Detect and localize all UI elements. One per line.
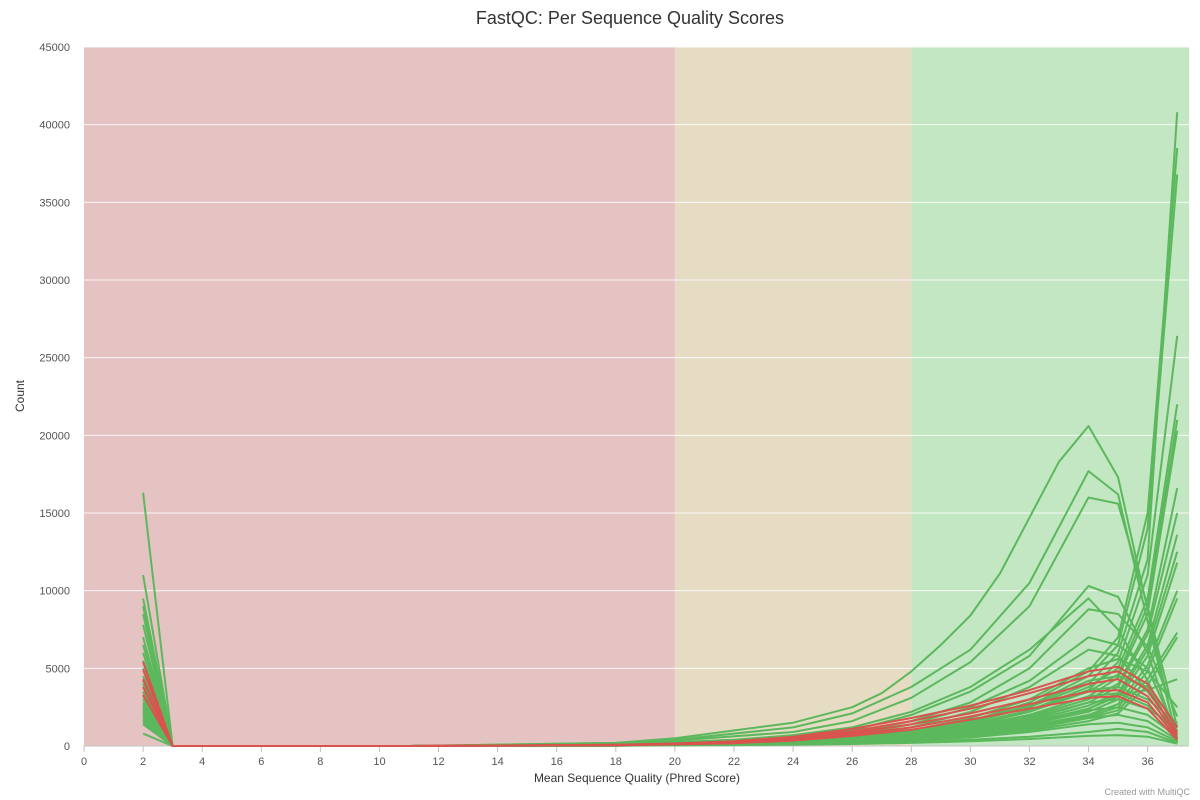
chart-title: FastQC: Per Sequence Quality Scores xyxy=(476,8,784,28)
y-tick-label: 20000 xyxy=(39,430,70,442)
y-tick-label: 25000 xyxy=(39,353,70,365)
x-tick-label: 14 xyxy=(492,756,504,768)
x-tick-label: 2 xyxy=(140,756,146,768)
y-axis-ticks: 0 5000 10000 15000 20000 25000 30000 35000 40000… xyxy=(39,42,70,753)
y-tick-label: 0 xyxy=(64,741,70,753)
credit-text[interactable]: Created with MultiQC xyxy=(1104,787,1190,797)
y-tick-label: 10000 xyxy=(39,586,70,598)
series-line-fail[interactable] xyxy=(142,694,1178,747)
y-tick-label: 35000 xyxy=(39,197,70,209)
y-tick-label: 5000 xyxy=(46,663,70,675)
band-1 xyxy=(674,47,912,746)
x-tick-label: 28 xyxy=(905,756,917,768)
x-tick-label: 18 xyxy=(610,756,622,768)
y-tick-label: 40000 xyxy=(39,120,70,132)
x-axis-ticks: 0 2 4 6 8 10 12 14 16 18 20 22 24 26 28 30 32 34 36 xyxy=(81,746,1154,768)
y-tick-label: 30000 xyxy=(39,275,70,287)
x-tick-label: 36 xyxy=(1142,756,1154,768)
grid-lines xyxy=(84,46,1189,669)
y-tick-label: 15000 xyxy=(39,508,70,520)
x-tick-label: 20 xyxy=(669,756,681,768)
y-tick-label: 45000 xyxy=(39,42,70,54)
x-tick-label: 10 xyxy=(373,756,385,768)
quality-bands xyxy=(84,47,1189,746)
band-2 xyxy=(911,47,1189,746)
x-tick-label: 16 xyxy=(551,756,563,768)
y-axis-label: Count xyxy=(13,379,27,412)
x-tick-label: 12 xyxy=(432,756,444,768)
x-tick-label: 6 xyxy=(258,756,264,768)
x-tick-label: 30 xyxy=(964,756,976,768)
x-tick-label: 24 xyxy=(787,756,799,768)
band-0 xyxy=(84,47,675,746)
x-tick-label: 34 xyxy=(1082,756,1094,768)
x-tick-label: 4 xyxy=(199,756,205,768)
x-tick-label: 26 xyxy=(846,756,858,768)
x-tick-label: 22 xyxy=(728,756,740,768)
x-axis-label: Mean Sequence Quality (Phred Score) xyxy=(534,771,740,785)
x-tick-label: 8 xyxy=(317,756,323,768)
x-tick-label: 32 xyxy=(1023,756,1035,768)
series-lines xyxy=(142,112,1179,747)
x-tick-label: 0 xyxy=(81,756,87,768)
